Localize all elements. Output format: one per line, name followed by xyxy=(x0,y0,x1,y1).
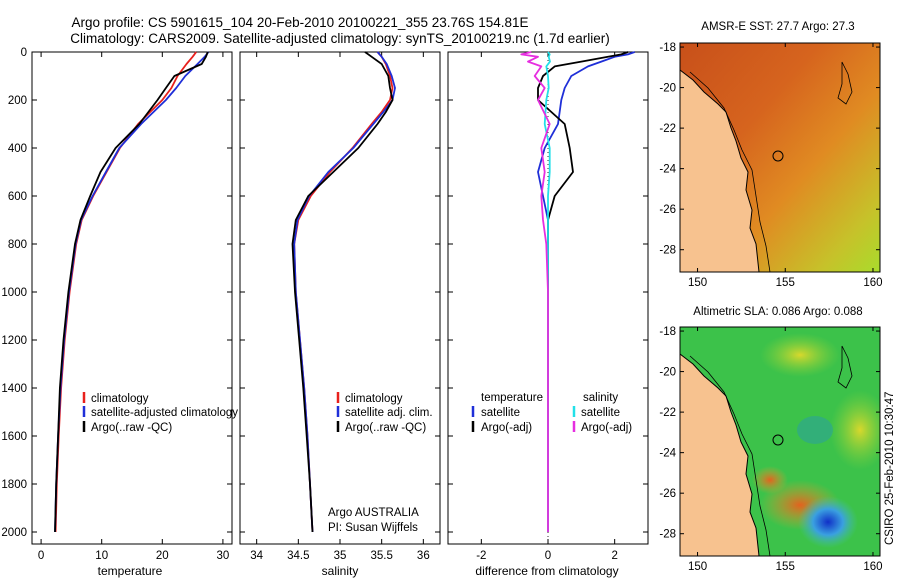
sst-map xyxy=(680,43,880,272)
difference-legend: temperature satellite Argo(-adj) salinit… xyxy=(471,392,632,434)
sla-map-title: Altimetric SLA: 0.086 Argo: 0.088 xyxy=(693,306,862,318)
x-tick-label: 34.5 xyxy=(287,550,309,562)
legend-label-argo: Argo(..raw -QC) xyxy=(91,422,172,434)
map-x-tick-label: 155 xyxy=(776,561,795,573)
x-tick-label: 0 xyxy=(38,550,44,562)
salinity-plot: 34 34.5 35 35.5 36 xyxy=(240,51,440,562)
y-tick-label: 1200 xyxy=(1,335,27,347)
x-tick-label: 20 xyxy=(156,550,169,562)
legend-label-sal-satellite: satellite xyxy=(581,407,620,419)
map-y-tick-label: -22 xyxy=(659,123,676,135)
series-line-argo xyxy=(54,51,209,533)
x-tick-label: 35.5 xyxy=(370,550,392,562)
temperature-panel xyxy=(31,51,233,545)
x-tick-label: 34 xyxy=(250,550,263,562)
annotation-pi: PI: Susan Wijffels xyxy=(328,522,418,534)
legend-label-climatology: climatology xyxy=(345,393,403,405)
y-tick-label: 200 xyxy=(8,95,27,107)
legend-label-climatology: climatology xyxy=(91,393,149,405)
map-y-tick-label: -26 xyxy=(659,488,676,500)
sst-map-title: AMSR-E SST: 27.7 Argo: 27.3 xyxy=(701,21,854,33)
sla-map xyxy=(680,327,880,556)
title-line-2: Climatology: CARS2009. Satellite-adjuste… xyxy=(70,31,610,46)
x-tick-label: 35 xyxy=(334,550,347,562)
sst-land xyxy=(680,69,760,272)
map-y-tick-label: -18 xyxy=(659,326,676,338)
legend-label-temp-argo: Argo(-adj) xyxy=(481,422,532,434)
sla-contour xyxy=(689,355,771,556)
map-y-tick-label: -28 xyxy=(659,245,676,257)
y-tick-label: 1800 xyxy=(1,479,27,491)
y-tick-label: 1600 xyxy=(1,431,27,443)
y-tick-label: 2000 xyxy=(1,527,27,539)
salinity-legend: climatology satellite adj. clim. Argo(..… xyxy=(328,392,433,534)
sla-high-southwest xyxy=(752,466,788,494)
legend-label-temp-satellite: satellite xyxy=(481,407,520,419)
series-line-sal-satellite xyxy=(543,51,551,532)
footer-timestamp: CSIRO 25-Feb-2010 10:30:47 xyxy=(884,392,896,545)
sst-map-ticks: -18 -20 -22 -24 -26 -28 150 155 160 xyxy=(659,42,882,289)
map-x-tick-label: 150 xyxy=(688,561,707,573)
temperature-xlabel: temperature xyxy=(98,564,163,578)
map-x-tick-label: 155 xyxy=(776,277,795,289)
salinity-panel xyxy=(239,51,441,545)
map-x-tick-label: 160 xyxy=(863,277,882,289)
sst-argo-marker xyxy=(772,150,784,162)
legend-label-sal-argo: Argo(-adj) xyxy=(581,422,632,434)
temperature-plot: 0 10 20 30 0 200 400 600 800 1000 1200 1400 1600 1800… xyxy=(1,47,232,562)
sla-high-east xyxy=(830,390,880,470)
legend-heading-salinity: salinity xyxy=(583,392,618,404)
y-tick-label: 0 xyxy=(21,47,27,59)
y-tick-label: 800 xyxy=(8,239,27,251)
difference-xlabel: difference from climatology xyxy=(475,564,618,578)
x-tick-label: 2 xyxy=(611,550,617,562)
title-line-1: Argo profile: CS 5901615_104 20-Feb-2010… xyxy=(71,15,528,30)
sst-contour xyxy=(689,71,771,272)
salinity-xlabel: salinity xyxy=(322,564,359,578)
sla-low-eddy xyxy=(798,496,858,548)
series-line-sal-argo xyxy=(520,51,551,532)
map-y-tick-label: -28 xyxy=(659,529,676,541)
y-tick-label: 1000 xyxy=(1,287,27,299)
sst-map-frame xyxy=(679,42,881,273)
sst-reef-contour xyxy=(837,61,853,105)
sla-low-central xyxy=(797,416,833,444)
map-y-tick-label: -20 xyxy=(659,83,676,95)
map-y-tick-label: -20 xyxy=(659,367,676,379)
map-x-tick-label: 160 xyxy=(863,561,882,573)
sla-map-frame xyxy=(679,326,881,557)
sla-map-ticks: -18 -20 -22 -24 -26 -28 150 155 160 xyxy=(659,326,882,573)
map-y-tick-label: -24 xyxy=(659,164,676,176)
legend-heading-temperature: temperature xyxy=(481,392,543,404)
map-x-tick-label: 150 xyxy=(688,277,707,289)
x-tick-label: 30 xyxy=(217,550,230,562)
y-tick-label: 600 xyxy=(8,191,27,203)
map-y-tick-label: -26 xyxy=(659,204,676,216)
sla-argo-marker xyxy=(772,434,784,446)
sla-reef-contour xyxy=(837,345,853,389)
sla-high-north xyxy=(760,333,840,377)
x-tick-label: 36 xyxy=(417,550,430,562)
y-tick-label: 1400 xyxy=(1,383,27,395)
y-tick-label: 400 xyxy=(8,143,27,155)
x-tick-label: -2 xyxy=(476,550,486,562)
sla-land xyxy=(680,353,760,556)
series-line-argo xyxy=(291,51,394,533)
legend-label-satellite: satellite-adjusted climatology xyxy=(91,407,238,419)
x-tick-label: 10 xyxy=(95,550,108,562)
x-tick-label: 0 xyxy=(545,550,551,562)
legend-label-argo: Argo(..raw -QC) xyxy=(345,422,426,434)
annotation-argo-australia: Argo AUSTRALIA xyxy=(328,507,419,519)
map-y-tick-label: -18 xyxy=(659,42,676,54)
map-y-tick-label: -24 xyxy=(659,448,676,460)
difference-plot: -2 0 2 xyxy=(448,51,648,562)
map-y-tick-label: -22 xyxy=(659,407,676,419)
legend-label-satellite: satellite adj. clim. xyxy=(345,407,433,419)
temperature-legend: climatology satellite-adjusted climatolo… xyxy=(82,392,238,434)
